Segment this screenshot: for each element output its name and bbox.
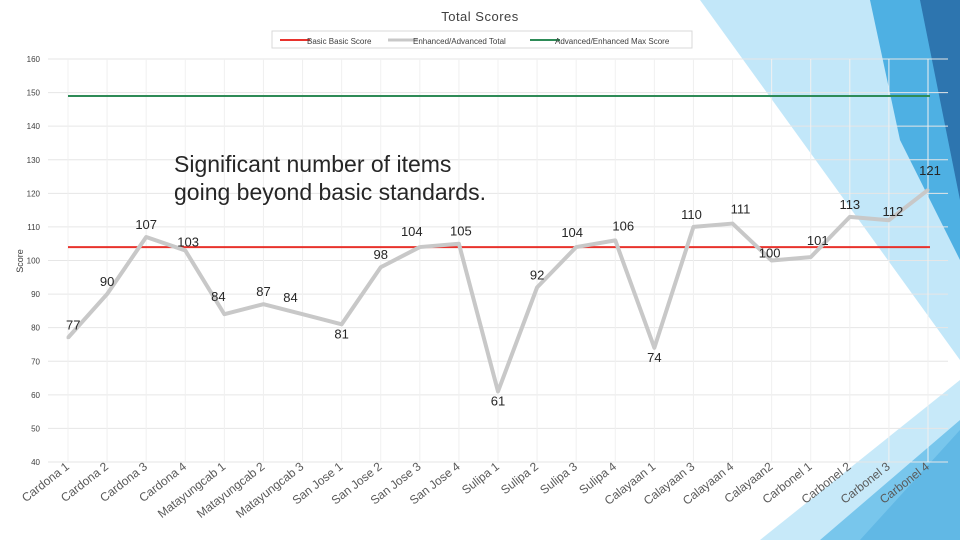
y-tick-label: 100 [27,257,41,266]
chart-title: Total Scores [441,9,519,24]
data-label: 104 [561,225,583,240]
data-point [261,302,265,306]
data-label: 77 [66,318,80,333]
data-label: 113 [839,197,860,212]
data-point [457,242,461,246]
data-point [301,312,305,316]
legend-label-total: Enhanced/Advanced Total [413,37,506,46]
data-point [222,312,226,316]
data-label: 110 [681,207,702,222]
data-label: 74 [647,350,661,365]
data-point [496,389,500,393]
data-label: 101 [807,233,829,248]
data-label: 121 [919,163,941,178]
data-label: 84 [211,289,225,304]
data-point [770,259,774,262]
data-point [340,322,344,326]
y-tick-label: 50 [31,424,40,433]
data-point [574,245,578,249]
data-point [926,188,930,192]
series-lines [66,94,930,394]
data-point [418,245,422,249]
data-point [691,225,695,229]
x-tick-label: Sulipa 2 [498,459,541,497]
data-point [535,285,539,289]
y-tick-label: 60 [31,391,40,400]
data-point [183,248,187,252]
legend-box [271,30,693,49]
data-label: 100 [759,246,781,261]
x-tick-label: Matayungcab 2 [194,459,268,521]
data-label: 61 [491,393,505,408]
data-label: 112 [883,204,904,219]
y-tick-label: 120 [27,189,41,198]
y-axis-label: Score [15,249,25,273]
x-tick-label: Matayungcab 1 [155,459,229,521]
y-tick-label: 90 [31,290,40,299]
y-tick-label: 70 [31,357,40,366]
deco-shape-dark [920,0,960,200]
y-tick-labels: 40 50 60 70 80 90 100 110 120 130 140 150 160 [27,55,41,467]
y-tick-label: 40 [31,458,40,467]
data-label: 87 [256,284,270,299]
data-label: 104 [401,224,423,239]
data-label: 105 [450,224,472,239]
data-label: 92 [530,267,544,282]
y-tick-label: 150 [27,89,41,98]
y-tick-label: 130 [27,156,41,165]
y-tick-label: 160 [27,55,41,64]
data-point [379,265,383,269]
annotation: Significant number of items going beyond… [174,151,486,205]
data-label: 111 [731,202,751,217]
data-label: 98 [373,247,387,262]
data-point [105,292,109,296]
data-label: 103 [177,234,199,249]
grid [48,58,948,463]
y-tick-label: 140 [27,122,41,131]
y-tick-label: 110 [27,223,40,232]
data-point [731,222,735,226]
data-point [887,218,891,222]
legend-label-max: Advanced/Enhanced Max Score [555,37,670,46]
data-label: 106 [612,218,634,233]
annotation-line-2: going beyond basic standards. [174,179,486,205]
data-label: 90 [100,274,114,289]
deco-shape-bottom-light [760,380,960,540]
data-label: 107 [135,217,157,232]
annotation-line-1: Significant number of items [174,151,451,177]
data-point [66,336,70,340]
data-point [848,215,852,219]
legend-label-basic: Basic Basic Score [307,37,372,46]
y-tick-label: 80 [31,324,40,333]
data-point [613,238,617,242]
x-tick-label: Sulipa 1 [459,459,502,497]
data-label: 84 [283,290,297,305]
x-tick-label: Sulipa 3 [537,459,580,497]
data-label: 81 [334,326,348,341]
data-point [144,235,148,239]
data-labels: 77 90 107 103 84 87 84 81 98 104 105 61 92 104 106 74 11… [66,163,941,409]
legend: Basic Basic Score Enhanced/Advanced Tota… [271,30,693,49]
x-tick-label: Matayungcab 3 [233,459,307,521]
data-point [652,346,656,350]
data-point [809,255,813,259]
